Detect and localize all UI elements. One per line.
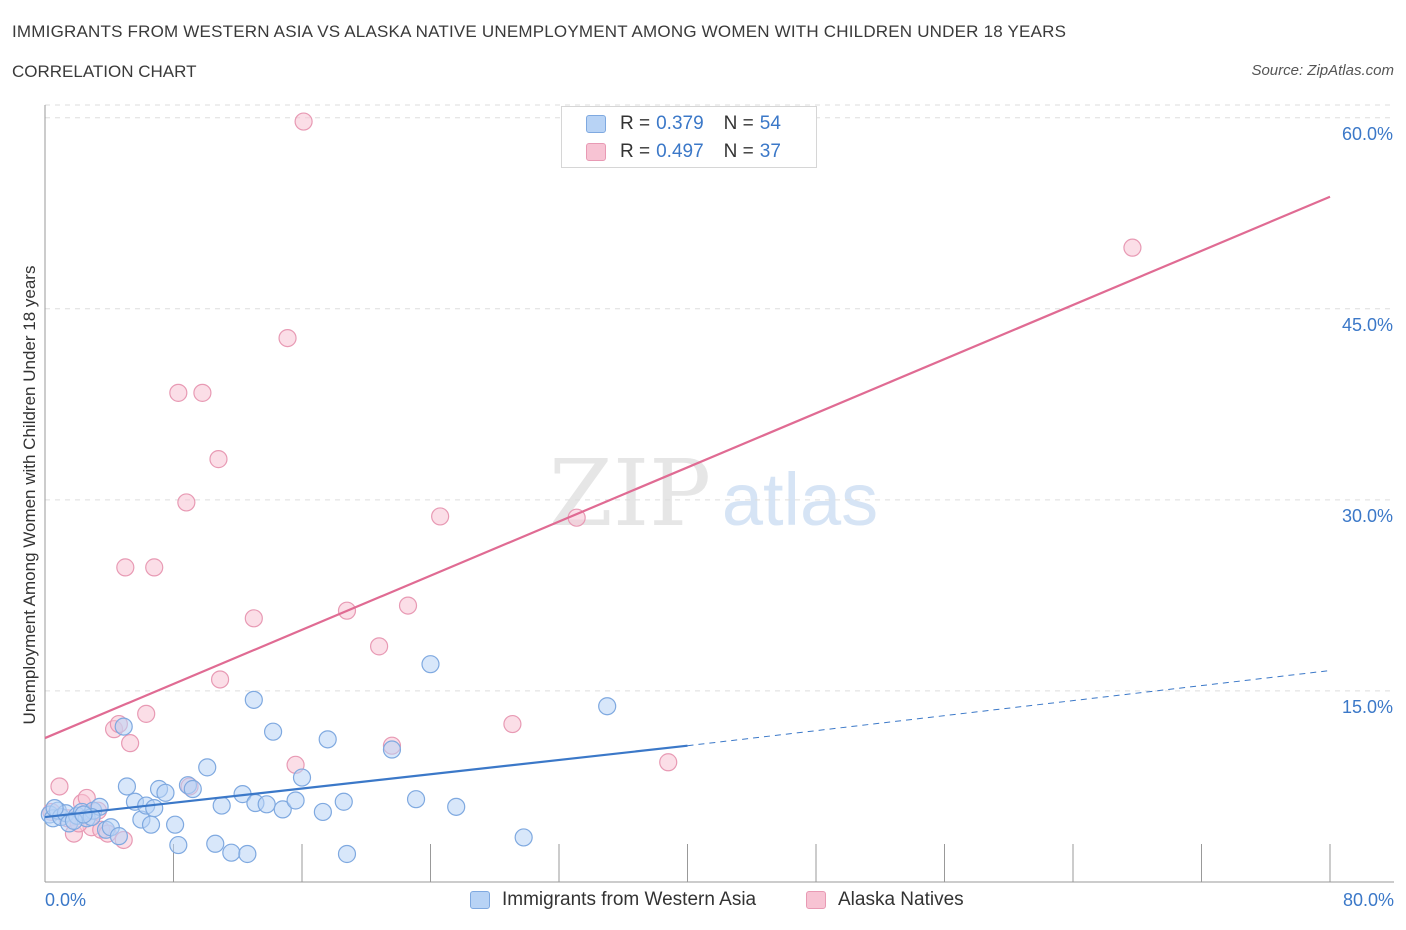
y-tick-label: 60.0% <box>1341 123 1393 144</box>
svg-text:ZIP: ZIP <box>549 440 711 547</box>
trend-line-western-asia <box>44 744 688 819</box>
western-asia-point <box>183 779 202 799</box>
western-asia-point <box>244 690 263 709</box>
alaska-native-point <box>659 753 678 772</box>
x-tick-max: 80.0% <box>1342 890 1394 910</box>
western-asia-point <box>318 730 337 749</box>
axes <box>44 105 1394 883</box>
blue-swatch <box>470 891 490 909</box>
series-legend: Immigrants from Western Asia Alaska Nati… <box>0 889 1406 915</box>
correlation-legend: R = 0.379 N = 54 R = 0.497 N = 37 <box>561 106 817 168</box>
r-value-blue: 0.379 <box>656 113 704 134</box>
western-asia-point <box>45 799 64 818</box>
alaska-native-point <box>121 734 140 753</box>
y-tick-label: 45.0% <box>1341 314 1393 335</box>
western-asia-point <box>263 722 283 741</box>
pink-swatch <box>806 891 826 909</box>
western-asia-point <box>337 844 357 864</box>
western-asia-point <box>141 815 161 834</box>
n-value-blue: 54 <box>759 113 781 134</box>
r-label: R = <box>620 113 651 134</box>
western-asia-point <box>238 844 257 864</box>
trend-line-alaska-natives <box>44 195 1331 740</box>
western-asia-point <box>447 797 466 816</box>
western-asia-point <box>169 835 188 855</box>
trend-lines <box>44 195 1331 819</box>
alaska-native-point <box>210 670 230 689</box>
legend-label-western-asia: Immigrants from Western Asia <box>502 889 757 910</box>
alaska-native-point <box>137 704 156 723</box>
western-asia-point <box>145 799 164 818</box>
western-asia-point <box>421 655 440 674</box>
western-asia-point <box>598 697 617 716</box>
y-tick-label: 15.0% <box>1341 696 1393 717</box>
r-label: R = <box>620 141 651 162</box>
alaska-native-point <box>145 558 164 577</box>
trend-extension-western-asia <box>687 670 1331 747</box>
western-asia-point <box>212 796 231 815</box>
alaska-native-point <box>503 714 522 734</box>
r-value-pink: 0.497 <box>656 141 704 162</box>
western-asia-point <box>114 717 133 736</box>
alaska-native-point <box>244 609 263 628</box>
western-asia-point <box>166 815 185 834</box>
western-asia-point <box>292 768 312 787</box>
western-asia-point <box>514 828 533 847</box>
western-asia-point <box>286 791 305 810</box>
chart-subtitle: CORRELATION CHART <box>12 62 197 81</box>
western-asia-point <box>117 777 137 796</box>
alaska-native-point <box>50 777 69 796</box>
alaska-native-point <box>294 112 313 131</box>
alaska-native-point <box>116 558 135 577</box>
n-value-pink: 37 <box>759 141 781 162</box>
western-asia-point <box>273 800 292 819</box>
alaska-native-point <box>193 383 212 402</box>
alaska-native-point <box>209 450 228 469</box>
blue-swatch <box>586 115 606 133</box>
legend-row-blue: R = 0.379 N = 54 <box>586 113 801 135</box>
western-asia-point <box>222 843 241 862</box>
alaska-native-point <box>278 329 297 348</box>
legend-item-western-asia: Immigrants from Western Asia <box>470 889 756 911</box>
alaska-native-point <box>1123 238 1142 257</box>
western-asia-point <box>109 827 128 846</box>
source-credit: Source: ZipAtlas.com <box>1251 62 1394 79</box>
alaska-native-point <box>431 507 450 526</box>
western-asia-point <box>198 758 217 777</box>
western-asia-point <box>257 795 276 814</box>
western-asia-point <box>406 790 426 809</box>
grid-lines <box>45 104 1394 692</box>
legend-label-alaska-natives: Alaska Natives <box>838 889 964 910</box>
pink-swatch <box>586 143 606 161</box>
western-asia-points <box>40 655 617 864</box>
western-asia-point <box>206 834 225 853</box>
legend-item-alaska-natives: Alaska Natives <box>806 889 964 911</box>
legend-row-pink: R = 0.497 N = 37 <box>586 141 801 163</box>
western-asia-point <box>334 792 353 811</box>
western-asia-point <box>156 783 175 802</box>
y-tick-label: 30.0% <box>1341 505 1393 526</box>
western-asia-point <box>313 802 332 822</box>
alaska-native-point <box>177 493 196 512</box>
n-label: N = <box>723 141 754 162</box>
x-tick-min: 0.0% <box>45 890 87 910</box>
n-label: N = <box>723 113 754 134</box>
chart-title: IMMIGRANTS FROM WESTERN ASIA VS ALASKA N… <box>12 22 1067 41</box>
alaska-native-point <box>169 383 188 402</box>
alaska-native-point <box>398 596 418 615</box>
alaska-native-point <box>370 637 389 656</box>
western-asia-point <box>382 740 402 759</box>
